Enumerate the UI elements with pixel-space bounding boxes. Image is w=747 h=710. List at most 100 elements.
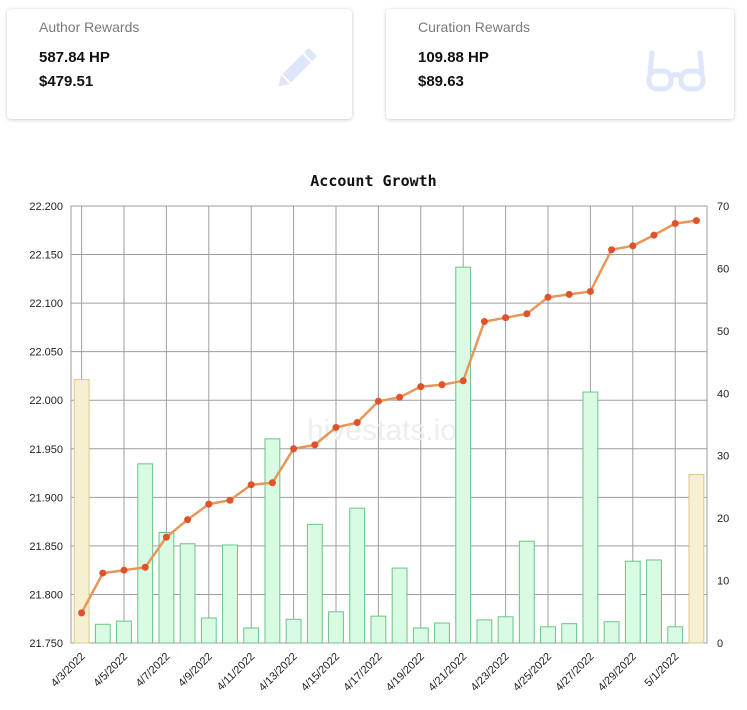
data-point xyxy=(290,445,298,453)
x-tick-label: 4/15/2022 xyxy=(299,651,342,694)
x-tick-label: 4/11/2022 xyxy=(215,651,258,694)
bar xyxy=(603,621,620,644)
bar xyxy=(412,627,429,644)
bar xyxy=(200,617,217,644)
plot-frame xyxy=(70,205,708,644)
bar xyxy=(518,540,535,644)
data-point xyxy=(184,516,192,524)
x-tick-label: 4/9/2022 xyxy=(176,651,215,690)
bar xyxy=(328,611,344,644)
data-point xyxy=(417,383,425,391)
bar xyxy=(243,627,260,644)
y-left-tick-label: 22.050 xyxy=(29,347,63,359)
x-tick-label: 4/7/2022 xyxy=(134,651,173,690)
bar xyxy=(624,560,641,644)
bar-series xyxy=(73,266,705,644)
bar xyxy=(73,379,90,644)
bar xyxy=(455,266,472,644)
data-point xyxy=(692,217,700,225)
data-point xyxy=(396,393,404,401)
bar xyxy=(391,567,408,644)
data-point xyxy=(268,479,276,487)
y-right-tick-label: 10 xyxy=(717,576,729,588)
data-point xyxy=(311,441,319,449)
y-left-tick-label: 21.900 xyxy=(29,492,63,504)
data-point xyxy=(629,242,637,250)
data-point xyxy=(226,496,234,504)
y-right-tick-label: 0 xyxy=(717,638,723,650)
data-point xyxy=(438,381,446,389)
data-point xyxy=(162,533,170,541)
x-tick-label: 4/25/2022 xyxy=(511,651,554,694)
curation-rewards-card: Curation Rewards 109.88 HP $89.63 xyxy=(386,9,734,119)
bar xyxy=(222,544,238,644)
data-point xyxy=(480,318,488,326)
bar xyxy=(370,615,387,644)
y-left-tick-label: 22.000 xyxy=(29,395,63,407)
y-left-tick-label: 22.200 xyxy=(29,201,63,213)
data-point xyxy=(120,566,128,574)
data-point xyxy=(544,293,552,301)
bar xyxy=(264,438,281,644)
data-point xyxy=(374,397,382,405)
data-point xyxy=(565,290,573,298)
chart-title: Account Growth xyxy=(310,172,437,190)
author-rewards-hp: 587.84 HP xyxy=(39,49,110,66)
bar xyxy=(116,620,132,644)
y-left-tick-label: 22.150 xyxy=(29,250,63,262)
y-left-tick-label: 21.950 xyxy=(29,444,63,456)
y-right-tick-label: 40 xyxy=(717,388,729,400)
x-tick-label: 4/5/2022 xyxy=(91,651,130,690)
y-right-tick-label: 70 xyxy=(717,201,729,213)
bar xyxy=(434,622,450,644)
y-left-tick-label: 21.800 xyxy=(29,589,63,601)
data-point xyxy=(586,287,594,295)
x-tick-label: 5/1/2022 xyxy=(643,651,682,690)
pencil-icon xyxy=(278,48,317,87)
y-right-tick-label: 30 xyxy=(717,451,729,463)
bar xyxy=(306,523,323,644)
data-point xyxy=(650,231,658,239)
x-tick-label: 4/23/2022 xyxy=(469,651,512,694)
curation-rewards-usd: $89.63 xyxy=(418,73,464,90)
bar xyxy=(667,626,684,644)
bar xyxy=(94,623,111,644)
bar xyxy=(476,619,493,644)
y-right-tick-label: 20 xyxy=(717,513,729,525)
data-point xyxy=(99,569,107,577)
data-point xyxy=(502,314,510,322)
data-point xyxy=(247,481,255,489)
y-right-tick-label: 50 xyxy=(717,326,729,338)
data-point xyxy=(78,609,86,617)
bar xyxy=(158,532,175,644)
x-tick-label: 4/19/2022 xyxy=(384,651,427,694)
line-series xyxy=(78,217,700,617)
data-point xyxy=(608,246,616,254)
series-line xyxy=(80,219,697,614)
bar xyxy=(561,623,578,644)
x-tick-label: 4/29/2022 xyxy=(596,651,639,694)
data-point xyxy=(671,219,679,227)
bar xyxy=(582,391,599,644)
y-left-tick-label: 21.750 xyxy=(29,638,63,650)
author-rewards-title: Author Rewards xyxy=(39,19,140,35)
bar xyxy=(497,616,514,644)
data-point xyxy=(332,423,340,431)
y-right-tick-label: 60 xyxy=(717,263,729,275)
x-tick-label: 4/13/2022 xyxy=(257,651,300,694)
bar xyxy=(688,473,705,644)
data-point xyxy=(523,310,531,318)
x-tick-label: 4/21/2022 xyxy=(426,651,469,694)
data-point xyxy=(205,500,213,508)
bar xyxy=(349,507,366,644)
bar xyxy=(646,559,662,644)
bar xyxy=(285,618,302,644)
bar xyxy=(540,626,556,644)
x-tick-label: 4/27/2022 xyxy=(553,651,596,694)
y-left-tick-label: 21.850 xyxy=(29,541,63,553)
glasses-icon xyxy=(646,50,706,92)
data-point xyxy=(353,419,361,427)
x-tick-label: 4/17/2022 xyxy=(341,651,384,694)
data-point xyxy=(141,563,149,571)
